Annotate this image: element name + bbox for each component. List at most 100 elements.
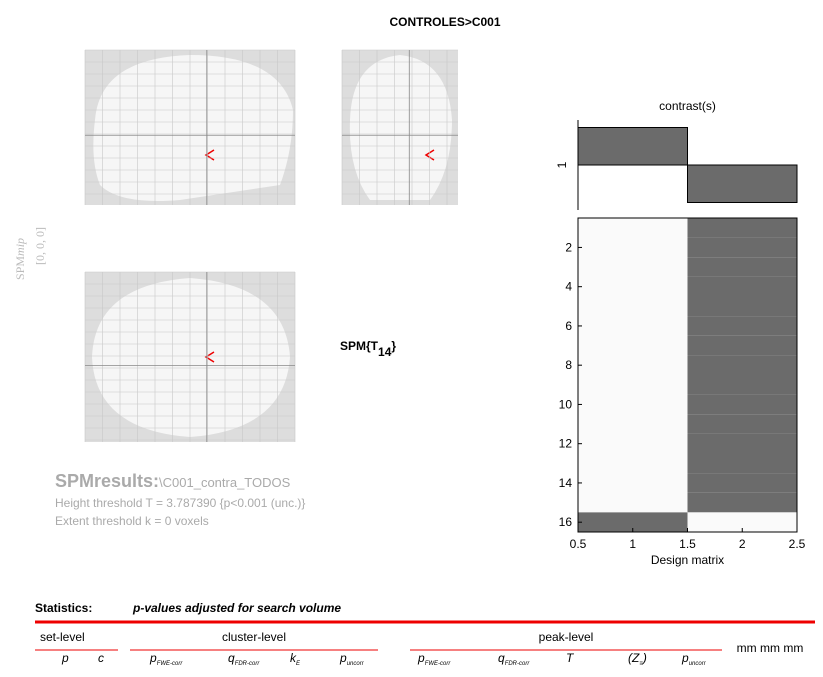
extent-threshold: Extent threshold k = 0 voxels [55,514,209,528]
y-tick-label: 8 [565,358,572,372]
x-tick-label: 2 [739,537,746,551]
mip-coords: [0, 0, 0] [33,227,47,265]
x-tick-label: 0.5 [570,537,587,551]
results-line: SPMresults:\C001_contra_TODOS [55,471,291,491]
matrix-cell [578,257,688,277]
column-sub: ≡ [639,661,643,667]
mip-main: SPM [13,256,27,280]
column-header: kE [290,651,301,667]
matrix-cell [578,218,688,238]
matrix-cell [687,394,797,415]
mip-label: SPMmip [13,238,27,280]
stat-sub: 14 [378,345,392,359]
glass-brain-coronal [342,50,458,205]
matrix-cell [578,473,688,493]
column-header: pFWE-corr [149,651,183,667]
results-label: SPMresults: [55,471,159,491]
column-main: p [681,651,689,665]
group-label: set-level [40,630,85,644]
matrix-cell [687,296,797,317]
coords-label: mm mm mm [737,641,804,655]
column-main: (Z [628,651,640,665]
mip-italic: mip [13,238,27,256]
y-tick-label: 14 [559,476,573,490]
matrix-cell [578,375,688,395]
column-sub: uncorr [689,661,707,667]
stat-close: } [391,339,396,353]
matrix-cell [687,316,797,336]
matrix-cell [687,257,797,277]
matrix-cell [687,355,797,375]
contrast-title: contrast(s) [659,99,716,113]
matrix-cell [578,433,688,454]
matrix-cell [578,316,688,336]
group-label: peak-level [539,630,594,644]
column-sub: FDR-corr [235,661,261,667]
column-main: q [498,651,505,665]
matrix-cell [687,473,797,493]
stat-main: SPM{T [340,339,379,353]
column-header: puncorr [339,651,365,667]
column-sub: FDR-corr [505,661,531,667]
matrix-cell [687,375,797,395]
title: CONTROLES>C001 [389,15,500,29]
column-main: k [290,651,297,665]
x-tick-label: 2.5 [789,537,806,551]
column-main: p [339,651,347,665]
y-tick-label: 12 [559,437,573,451]
column-close: ) [641,651,647,665]
brain-grid [84,49,458,442]
matrix-cell [578,335,688,356]
y-tick-label: 4 [565,280,572,294]
matrix-cell [687,453,797,474]
column-main: q [228,651,235,665]
column-header: puncorr [681,651,707,667]
column-sub: E [296,661,301,667]
matrix-cell [687,512,797,532]
column-sub: FWE-corr [157,661,184,667]
column-header: qFDR-corr [498,651,530,667]
y-tick-label: 6 [565,319,572,333]
column-main: c [98,651,104,665]
column-header: c [98,651,104,665]
column-main: p [417,651,425,665]
matrix-cell [687,414,797,434]
matrix-cell [687,433,797,454]
column-sub: uncorr [347,661,365,667]
matrix-cell [687,218,797,238]
statistics-table: set-level cluster-level peak-level mm mm mm… [35,630,803,667]
matrix-cell [578,276,688,297]
y-tick-label: 16 [559,515,573,529]
column-main: p [149,651,157,665]
group-label: cluster-level [222,630,286,644]
column-sub: FWE-corr [425,661,452,667]
x-axis-label: Design matrix [651,553,724,567]
column-main: T [566,651,575,665]
column-header: pFWE-corr [417,651,451,667]
matrix-cell [578,237,688,258]
contrast-bar [577,127,688,166]
contrast-name: 1 [555,161,569,168]
column-header: qFDR-corr [228,651,260,667]
matrix-cell [578,296,688,317]
statistics-label: Statistics: [35,601,92,615]
matrix-cell [578,394,688,415]
column-header: p [61,651,69,665]
x-tick-label: 1 [629,537,636,551]
matrix-cell [578,492,688,513]
statistics-note: p-values adjusted for search volume [132,601,341,615]
matrix-cell [687,276,797,297]
height-threshold: Height threshold T = 3.787390 {p<0.001 (… [55,496,305,510]
matrix-cell [687,335,797,356]
matrix-cell [578,355,688,375]
matrix-cell [578,414,688,434]
y-tick-label: 2 [565,240,572,254]
column-header: (Z≡) [628,651,647,667]
results-path: \C001_contra_TODOS [159,475,291,490]
stat-label: SPM{T14} [340,339,396,359]
column-header: T [566,651,575,665]
column-main: p [61,651,69,665]
contrast-bar [687,164,798,203]
